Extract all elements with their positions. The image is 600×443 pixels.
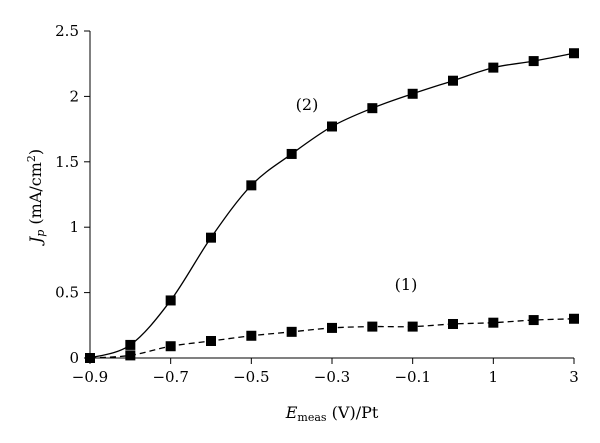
data-point xyxy=(206,335,216,346)
data-point xyxy=(528,56,539,67)
x-tick-label: 1 xyxy=(489,368,499,386)
y-axis-label-main: J xyxy=(26,235,45,246)
x-tick-label: −0.1 xyxy=(394,368,430,386)
y-tick-label: 0.5 xyxy=(55,284,79,302)
x-tick-label: −0.3 xyxy=(314,368,350,386)
y-axis-label-sup: 2 xyxy=(25,155,38,162)
axes xyxy=(89,31,574,359)
data-point xyxy=(165,341,176,352)
series-layer xyxy=(85,48,579,363)
data-point xyxy=(286,326,297,337)
data-point xyxy=(448,75,458,86)
y-axis-label-sub: p xyxy=(34,230,47,237)
x-axis-label-rest: (V)/Pt xyxy=(327,403,379,422)
y-ticks: 0 0.5 1 1.5 2 2.5 xyxy=(55,22,90,367)
y-tick-label: 2 xyxy=(69,87,79,105)
data-point xyxy=(327,322,337,333)
x-ticks: −0.9 −0.7 −0.5 −0.3 −0.1 1 3 xyxy=(72,358,579,386)
data-point xyxy=(246,330,257,341)
data-point xyxy=(327,121,337,132)
data-point xyxy=(569,48,579,59)
data-point xyxy=(165,295,176,306)
x-tick-label: −0.9 xyxy=(72,368,108,386)
data-point xyxy=(206,232,216,243)
data-point xyxy=(488,62,499,73)
x-axis-label-main: E xyxy=(285,403,298,422)
data-point xyxy=(246,180,257,191)
y-tick-label: 0 xyxy=(69,349,79,367)
y-axis-label-close: ) xyxy=(26,149,45,155)
series-1-label: (1) xyxy=(395,275,418,294)
data-point xyxy=(528,315,539,326)
x-tick-label: 3 xyxy=(569,368,579,386)
data-point xyxy=(125,339,136,350)
data-point xyxy=(569,313,579,324)
data-point xyxy=(286,148,297,159)
series-2 xyxy=(85,48,579,363)
x-tick-label: −0.7 xyxy=(152,368,188,386)
series-line xyxy=(89,52,575,359)
y-axis-label: Jp (mA/cm2) xyxy=(25,149,47,246)
x-axis-label-sub: meas xyxy=(297,411,326,424)
data-point xyxy=(367,103,378,114)
data-point xyxy=(125,350,136,361)
data-point xyxy=(488,317,499,328)
data-point xyxy=(448,318,458,329)
y-tick-label: 1 xyxy=(69,218,79,236)
y-tick-label: 1.5 xyxy=(55,153,79,171)
data-point xyxy=(367,321,378,332)
data-point xyxy=(407,88,418,99)
y-axis-label-rest: (mA/cm xyxy=(26,162,45,230)
x-tick-label: −0.5 xyxy=(233,368,269,386)
y-tick-label: 2.5 xyxy=(55,22,79,40)
data-point xyxy=(407,321,418,332)
x-axis-label: Emeas (V)/Pt xyxy=(285,403,379,424)
data-point xyxy=(85,353,95,363)
series-1 xyxy=(85,313,579,363)
series-2-label: (2) xyxy=(296,95,319,114)
